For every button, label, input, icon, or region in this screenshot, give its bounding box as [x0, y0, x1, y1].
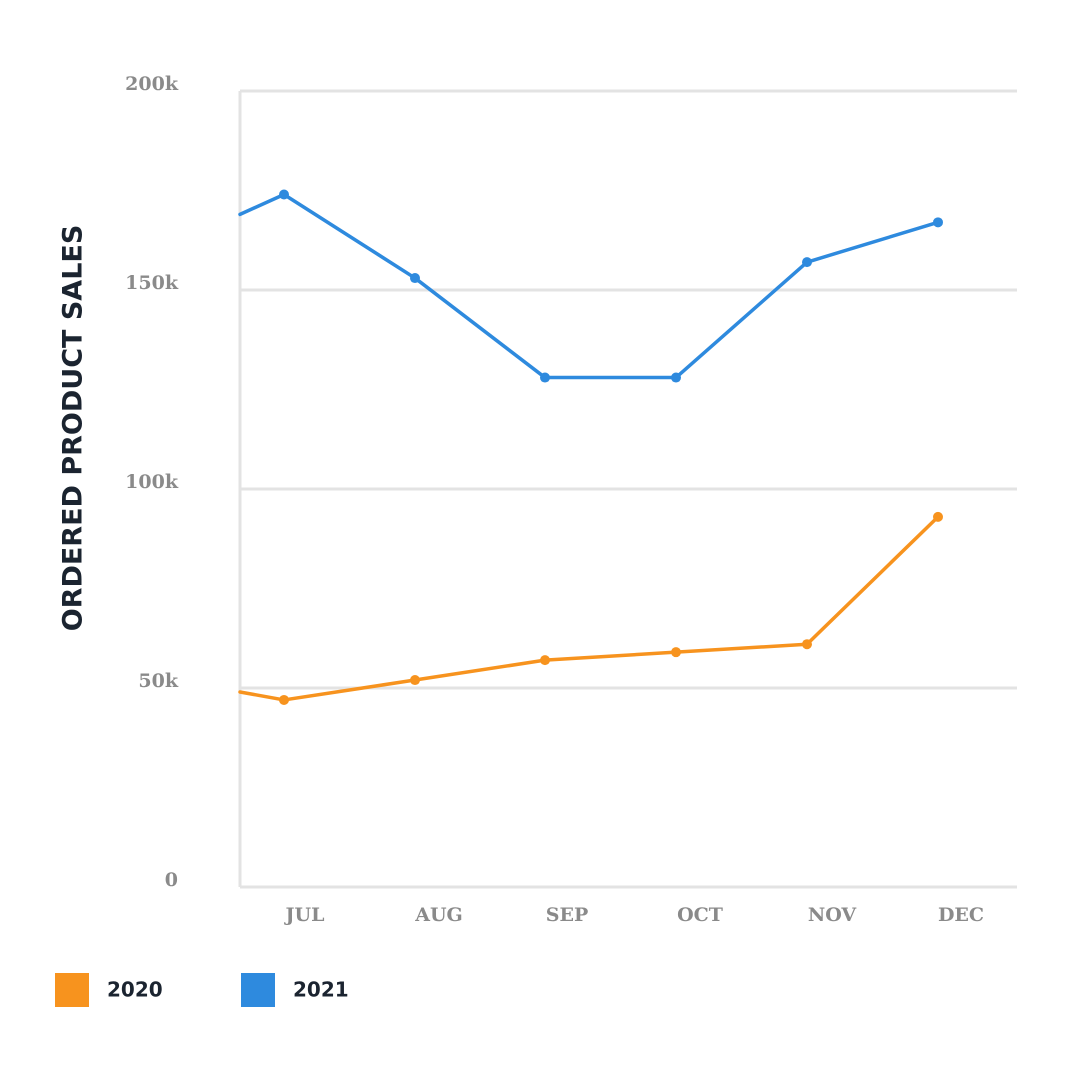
x-tick-label: NOV	[808, 904, 858, 926]
axes	[238, 91, 1017, 889]
series-line-2020	[238, 515, 940, 702]
grid	[240, 89, 1017, 690]
series-lines	[238, 189, 943, 705]
x-tick-label: OCT	[677, 904, 723, 926]
y-axis-label: ORDERED PRODUCT SALES	[58, 225, 89, 632]
series-line-2021	[238, 192, 940, 380]
legend-swatch	[241, 973, 275, 1007]
data-point-2020	[279, 694, 289, 705]
data-point-2021	[540, 372, 550, 383]
legend-label: 2020	[107, 978, 163, 1002]
y-tick-label: 0	[165, 869, 178, 891]
data-point-2021	[410, 273, 420, 284]
data-point-2020	[671, 647, 681, 658]
legend-swatch	[55, 973, 89, 1007]
legend-label: 2021	[293, 978, 349, 1002]
x-tick-label: AUG	[414, 904, 463, 926]
x-tick-label: JUL	[284, 904, 325, 926]
data-point-2021	[933, 217, 943, 228]
legend: 2020 2021	[55, 973, 349, 1007]
data-point-2020	[410, 675, 420, 686]
y-tick-label: 200k	[125, 73, 179, 95]
data-point-2021	[279, 189, 289, 200]
x-tick-labels: JUL AUG SEP OCT NOV DEC	[284, 904, 985, 926]
y-tick-label: 50k	[138, 670, 178, 692]
data-point-2020	[933, 511, 943, 522]
data-point-2021	[671, 372, 681, 383]
data-point-2020	[540, 655, 550, 666]
x-tick-label: DEC	[938, 904, 984, 926]
y-tick-labels: 0 50k 100k 150k 200k	[125, 73, 179, 891]
x-tick-label: SEP	[546, 904, 589, 926]
y-tick-label: 150k	[125, 272, 179, 294]
y-tick-label: 100k	[125, 471, 179, 493]
data-point-2020	[802, 639, 812, 650]
data-point-2021	[802, 257, 812, 268]
